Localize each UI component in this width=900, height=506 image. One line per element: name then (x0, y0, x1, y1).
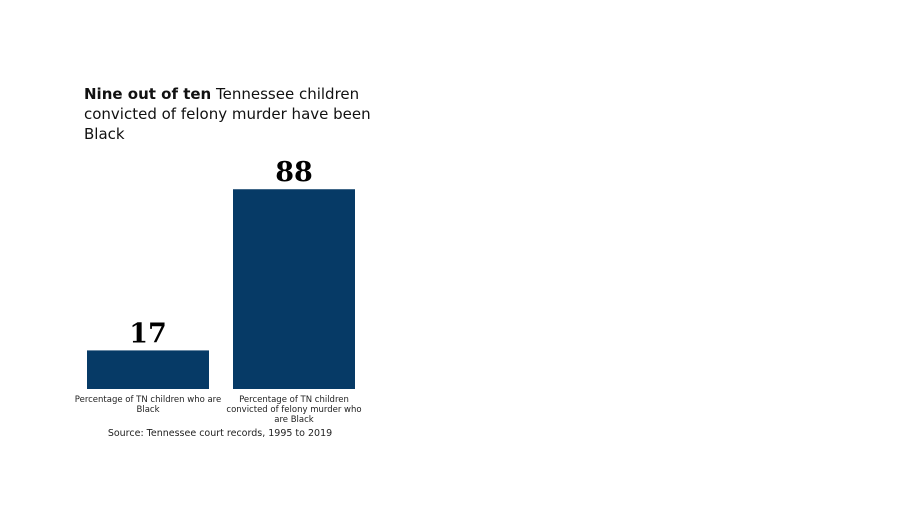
source: Source: Tennessee court records, 1995 to… (107, 428, 333, 439)
chart-title: Nine out of ten Tennessee children convi… (84, 84, 374, 144)
title-emphasis: Nine out of ten (84, 85, 212, 103)
bar (233, 189, 355, 389)
category-label: Percentage of TN children who are Black (74, 395, 222, 415)
value-label: 88 (275, 157, 313, 188)
category-label: Percentage of TN children convicted of f… (226, 395, 362, 425)
bar (87, 350, 209, 389)
title-text: Tennessee children convicted of felony m… (84, 85, 371, 143)
value-label: 17 (129, 318, 167, 349)
